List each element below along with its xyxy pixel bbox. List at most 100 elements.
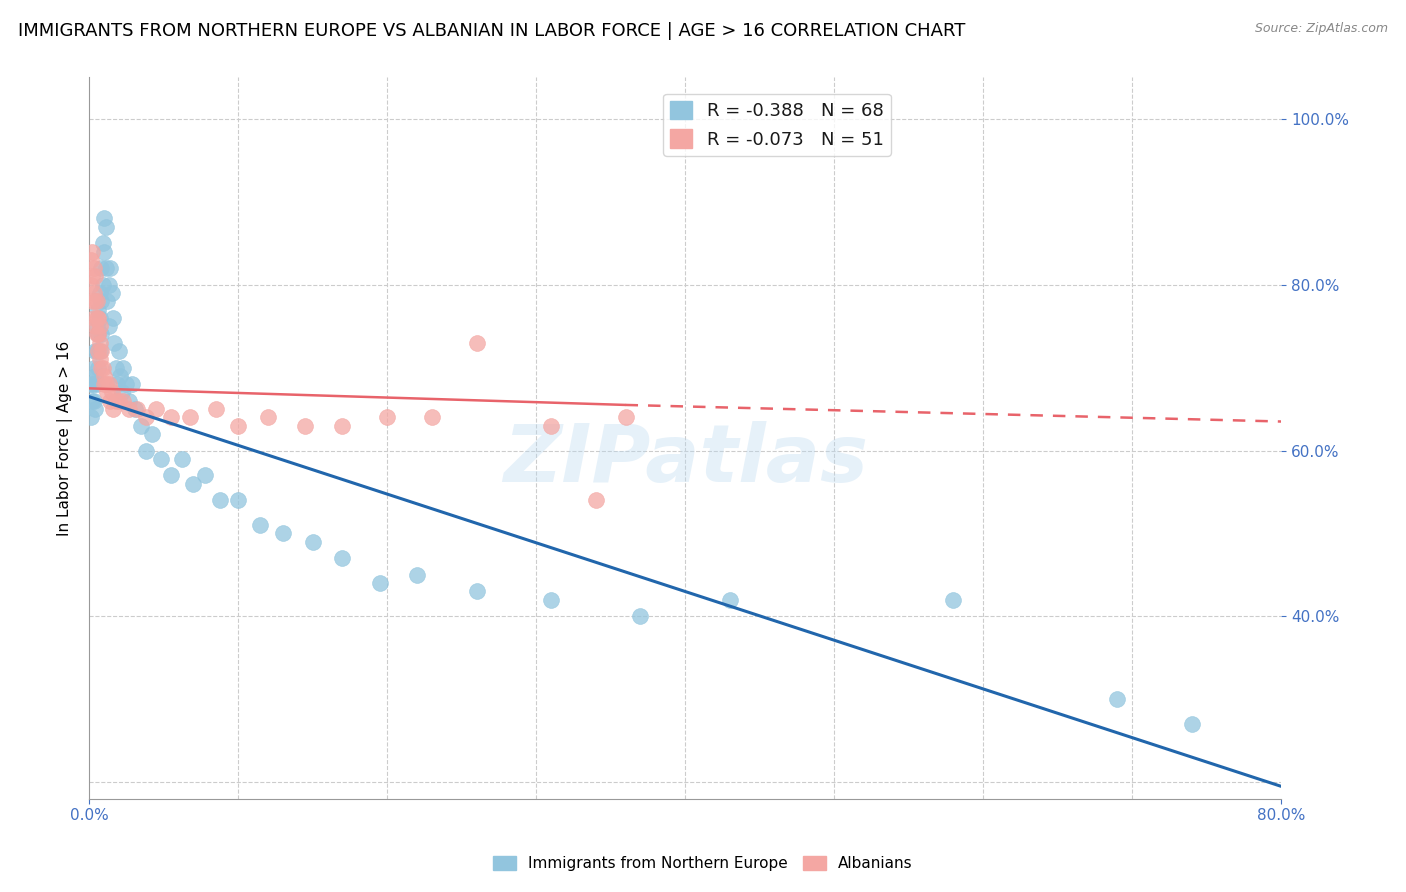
Point [82, 294, 104, 309]
Point [375, 410, 398, 425]
Point [86, 294, 108, 309]
Point [83, 360, 105, 375]
Point [125, 402, 148, 417]
Point [89, 285, 111, 300]
Point [406, 568, 429, 582]
Point [332, 551, 354, 566]
Point [111, 385, 134, 400]
Point [89, 352, 111, 367]
Point [87, 310, 110, 325]
Point [194, 468, 217, 483]
Text: IMMIGRANTS FROM NORTHERN EUROPE VS ALBANIAN IN LABOR FORCE | AGE > 16 CORRELATIO: IMMIGRANTS FROM NORTHERN EUROPE VS ALBAN… [18, 22, 966, 40]
Point [149, 451, 172, 466]
Point [112, 393, 135, 408]
Point [90, 261, 112, 276]
Point [540, 592, 562, 607]
Point [93, 244, 115, 259]
Point [104, 360, 127, 375]
Point [83, 285, 105, 300]
Point [160, 468, 183, 483]
Point [94, 219, 117, 234]
Point [86, 344, 108, 359]
Point [183, 476, 205, 491]
Point [79, 377, 101, 392]
Legend: Immigrants from Northern Europe, Albanians: Immigrants from Northern Europe, Albania… [486, 850, 920, 877]
Point [91, 277, 114, 292]
Legend: R = -0.388   N = 68, R = -0.073   N = 51: R = -0.388 N = 68, R = -0.073 N = 51 [664, 94, 890, 156]
Point [86, 319, 108, 334]
Point [226, 418, 249, 433]
Point [420, 410, 443, 425]
Point [96, 385, 118, 400]
Point [332, 418, 354, 433]
Point [87, 327, 110, 342]
Point [96, 294, 118, 309]
Point [84, 344, 107, 359]
Point [91, 360, 114, 375]
Point [1107, 692, 1129, 706]
Point [614, 410, 637, 425]
Point [84, 319, 107, 334]
Point [84, 368, 107, 383]
Point [89, 319, 111, 334]
Point [294, 418, 316, 433]
Point [257, 410, 280, 425]
Point [141, 426, 163, 441]
Point [118, 393, 141, 408]
Point [90, 360, 112, 375]
Point [179, 410, 201, 425]
Text: Source: ZipAtlas.com: Source: ZipAtlas.com [1254, 22, 1388, 36]
Point [108, 344, 131, 359]
Point [83, 261, 105, 276]
Point [87, 327, 110, 342]
Point [97, 277, 120, 292]
Point [83, 393, 105, 408]
Text: ZIPatlas: ZIPatlas [502, 421, 868, 499]
Point [540, 418, 562, 433]
Point [115, 377, 138, 392]
Point [79, 277, 101, 292]
Point [89, 344, 111, 359]
Point [271, 526, 294, 541]
Point [101, 402, 124, 417]
Point [100, 385, 122, 400]
Point [108, 393, 131, 408]
Point [86, 310, 108, 325]
Point [84, 269, 107, 284]
Point [82, 377, 104, 392]
Point [79, 410, 101, 425]
Point [98, 393, 121, 408]
Point [93, 211, 115, 226]
Point [82, 393, 104, 408]
Point [145, 402, 167, 417]
Point [107, 377, 129, 392]
Point [86, 377, 108, 392]
Point [301, 534, 323, 549]
Point [79, 252, 101, 267]
Point [112, 360, 135, 375]
Point [82, 269, 104, 284]
Point [135, 410, 157, 425]
Point [465, 335, 488, 350]
Point [97, 319, 120, 334]
Point [249, 518, 271, 533]
Point [89, 310, 111, 325]
Point [129, 418, 152, 433]
Point [98, 261, 121, 276]
Point [91, 236, 114, 251]
Point [87, 302, 110, 317]
Point [82, 244, 104, 259]
Point [160, 410, 183, 425]
Point [100, 285, 122, 300]
Point [1181, 717, 1204, 731]
Point [368, 576, 391, 591]
Point [103, 335, 125, 350]
Point [135, 443, 157, 458]
Point [124, 402, 146, 417]
Point [465, 584, 488, 599]
Point [93, 377, 115, 392]
Point [204, 402, 226, 417]
Point [90, 344, 112, 359]
Point [104, 393, 127, 408]
Point [90, 327, 112, 342]
